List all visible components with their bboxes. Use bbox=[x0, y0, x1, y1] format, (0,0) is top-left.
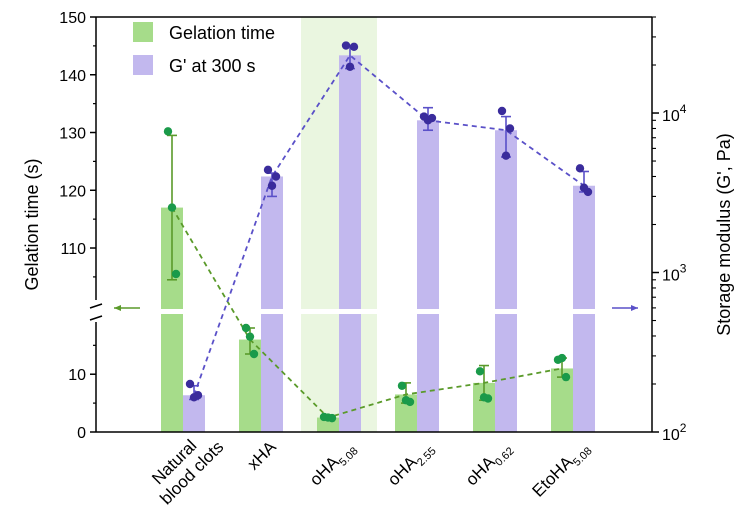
left-tick-label: 10 bbox=[68, 367, 86, 384]
point-storage-modulus bbox=[341, 41, 351, 50]
point-storage-modulus bbox=[349, 42, 359, 52]
category-label: EtoHA5.08 bbox=[528, 437, 594, 503]
trend-line-storage-modulus bbox=[193, 53, 585, 396]
point-storage-modulus bbox=[505, 124, 515, 133]
bar-storage-modulus bbox=[573, 185, 595, 432]
point-storage-modulus bbox=[501, 151, 511, 160]
category-label: Naturalblood clots bbox=[142, 423, 227, 508]
right-axis-title: Storage modulus (G', Pa) bbox=[714, 133, 734, 336]
point-storage-modulus bbox=[193, 391, 203, 400]
axis-break-mark bbox=[89, 303, 103, 309]
point-storage-modulus bbox=[497, 106, 507, 116]
right-axis-arrow-head bbox=[631, 305, 638, 311]
category-label: oHA5.08 bbox=[306, 437, 361, 492]
bar-gelation-time bbox=[239, 339, 261, 432]
point-gelation-time bbox=[475, 367, 485, 376]
axis-break-gap bbox=[97, 309, 651, 314]
point-gelation-time bbox=[245, 332, 255, 341]
right-tick-label: 102 bbox=[662, 421, 687, 444]
legend-label: Gelation time bbox=[169, 23, 275, 43]
bar-storage-modulus bbox=[261, 176, 283, 432]
bar-storage-modulus bbox=[495, 130, 517, 432]
right-tick-label: 103 bbox=[662, 262, 687, 285]
point-gelation-time bbox=[483, 394, 493, 403]
category-label: oHA2.55 bbox=[384, 437, 439, 492]
left-tick-label: 150 bbox=[59, 10, 86, 27]
trend-line-gelation-time bbox=[171, 207, 563, 419]
point-storage-modulus bbox=[271, 172, 281, 181]
left-tick-label: 110 bbox=[60, 241, 86, 258]
point-storage-modulus bbox=[185, 379, 195, 389]
left-tick-label: 140 bbox=[59, 68, 86, 85]
point-storage-modulus bbox=[345, 62, 355, 71]
bar-storage-modulus bbox=[183, 395, 205, 432]
point-storage-modulus bbox=[263, 165, 273, 175]
right-tick-label: 104 bbox=[662, 102, 687, 125]
point-storage-modulus bbox=[583, 187, 593, 197]
bar-gelation-time bbox=[551, 368, 573, 432]
left-axis-title: Gelation time (s) bbox=[22, 158, 42, 290]
left-axis-arrow-head bbox=[114, 305, 121, 311]
category-label: xHA bbox=[244, 437, 281, 474]
left-tick-label: 130 bbox=[59, 126, 86, 143]
category-label: oHA0.62 bbox=[462, 437, 517, 492]
legend-swatch bbox=[133, 22, 153, 42]
left-tick-label: 0 bbox=[77, 425, 86, 442]
point-gelation-time bbox=[561, 372, 571, 382]
legend-swatch bbox=[133, 55, 153, 75]
bar-gelation-time bbox=[161, 207, 183, 432]
point-gelation-time bbox=[249, 349, 259, 359]
legend-label: G' at 300 s bbox=[169, 56, 255, 76]
bar-storage-modulus bbox=[339, 55, 361, 432]
point-gelation-time bbox=[171, 269, 181, 279]
point-storage-modulus bbox=[575, 164, 585, 173]
point-storage-modulus bbox=[427, 113, 437, 123]
point-gelation-time bbox=[557, 353, 567, 363]
bar-storage-modulus bbox=[417, 120, 439, 433]
point-gelation-time bbox=[405, 397, 415, 407]
left-tick-label: 120 bbox=[59, 183, 86, 200]
point-gelation-time bbox=[327, 413, 337, 423]
point-gelation-time bbox=[167, 203, 177, 212]
point-storage-modulus bbox=[267, 181, 277, 190]
point-gelation-time bbox=[163, 127, 173, 136]
point-gelation-time bbox=[241, 323, 251, 333]
axis-break-mark bbox=[89, 315, 103, 321]
point-gelation-time bbox=[397, 381, 407, 390]
